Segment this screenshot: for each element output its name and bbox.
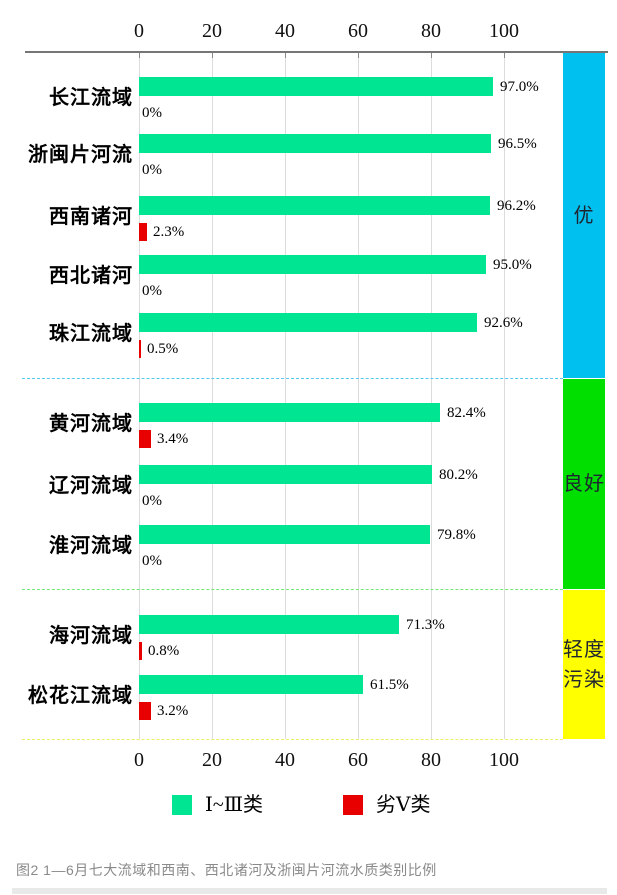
x-axis-tick-label-bottom: 0	[134, 749, 144, 771]
x-axis-tick-label-top: 40	[275, 20, 295, 42]
legend-label-class1to3: Ⅰ~Ⅲ类	[205, 794, 264, 816]
bar-class1to3	[139, 403, 440, 422]
x-axis-tick-label-top: 20	[202, 20, 222, 42]
category-label: 西南诸河	[49, 206, 133, 228]
bar-class1to3	[139, 525, 430, 544]
bar-value-class1to3: 80.2%	[439, 467, 478, 483]
bar-class-worse-than5	[139, 223, 147, 241]
x-axis-tick-label-bottom: 80	[421, 749, 441, 771]
section-divider	[22, 378, 563, 379]
bar-class1to3	[139, 615, 399, 634]
bar-value-class1to3: 61.5%	[370, 677, 409, 693]
bar-class1to3	[139, 465, 432, 484]
x-axis-tick-label-top: 80	[421, 20, 441, 42]
x-axis-tick-label-top: 100	[489, 20, 519, 42]
bar-value-class1to3: 82.4%	[447, 405, 486, 421]
axis-tick	[431, 53, 432, 58]
legend-label-worse-than5: 劣Ⅴ类	[376, 794, 431, 816]
x-axis-tick-label-bottom: 40	[275, 749, 295, 771]
bar-value-worse-than5: 0.5%	[147, 341, 179, 357]
bar-value-class1to3: 96.5%	[498, 136, 537, 152]
bar-value-class1to3: 97.0%	[500, 79, 539, 95]
category-label: 黄河流域	[49, 413, 133, 435]
bar-value-class1to3: 96.2%	[497, 198, 536, 214]
category-label: 西北诸河	[49, 265, 133, 287]
grid-line	[358, 51, 359, 739]
axis-tick	[139, 53, 140, 58]
grid-line	[212, 51, 213, 739]
bar-value-class1to3: 71.3%	[406, 617, 445, 633]
grid-line	[285, 51, 286, 739]
figure-caption: 图2 1—6月七大流域和西南、西北诸河及浙闽片河流水质类别比例	[16, 862, 437, 878]
bar-value-worse-than5: 3.2%	[157, 703, 189, 719]
cropped-content-strip	[12, 888, 607, 894]
bar-value-worse-than5: 0%	[142, 162, 162, 178]
x-axis-tick-label-top: 0	[134, 20, 144, 42]
bar-class1to3	[139, 196, 490, 215]
axis-tick	[504, 53, 505, 58]
grid-line	[431, 51, 432, 739]
bar-class-worse-than5	[139, 702, 151, 720]
category-label: 淮河流域	[49, 535, 133, 557]
legend-swatch-class1to3	[172, 795, 192, 815]
quality-band: 优	[563, 53, 605, 378]
bar-value-worse-than5: 0%	[142, 283, 162, 299]
bar-value-class1to3: 92.6%	[484, 315, 523, 331]
category-label: 松花江流域	[28, 685, 133, 707]
bar-value-worse-than5: 0%	[142, 553, 162, 569]
axis-tick	[285, 53, 286, 58]
x-axis-tick-label-bottom: 20	[202, 749, 222, 771]
bar-class1to3	[139, 134, 491, 153]
bar-value-worse-than5: 2.3%	[153, 224, 185, 240]
grid-line	[139, 51, 140, 739]
quality-band: 良好	[563, 379, 605, 589]
bar-class-worse-than5	[139, 430, 151, 448]
bar-class1to3	[139, 255, 486, 274]
bar-class1to3	[139, 313, 477, 332]
bar-value-class1to3: 95.0%	[493, 257, 532, 273]
x-axis-tick-label-bottom: 100	[489, 749, 519, 771]
bar-value-worse-than5: 0%	[142, 105, 162, 121]
section-divider	[22, 739, 563, 740]
category-label: 辽河流域	[49, 475, 133, 497]
axis-tick	[212, 53, 213, 58]
x-axis-line	[25, 51, 608, 53]
bar-value-worse-than5: 3.4%	[157, 431, 189, 447]
category-label: 珠江流域	[49, 323, 133, 345]
x-axis-tick-label-top: 60	[348, 20, 368, 42]
category-label: 长江流域	[49, 87, 133, 109]
quality-band: 轻度 污染	[563, 590, 605, 739]
x-axis-tick-label-bottom: 60	[348, 749, 368, 771]
bar-value-class1to3: 79.8%	[437, 527, 476, 543]
category-label: 浙闽片河流	[28, 144, 133, 166]
grid-line	[504, 51, 505, 739]
section-divider	[22, 589, 563, 590]
bar-class1to3	[139, 77, 493, 96]
bar-class-worse-than5	[139, 340, 141, 358]
axis-tick	[358, 53, 359, 58]
bar-class-worse-than5	[139, 642, 142, 660]
legend-swatch-worse-than5	[343, 795, 363, 815]
bar-value-worse-than5: 0%	[142, 493, 162, 509]
bar-class1to3	[139, 675, 363, 694]
category-label: 海河流域	[49, 625, 133, 647]
bar-value-worse-than5: 0.8%	[148, 643, 180, 659]
